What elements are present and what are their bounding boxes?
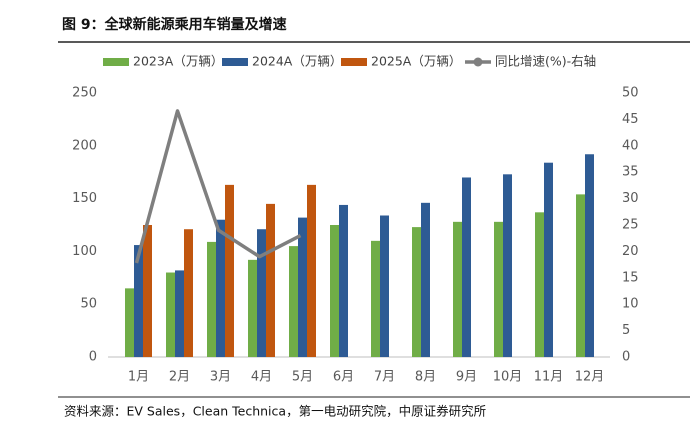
y-tick-label: 50 [80,297,97,312]
bar [453,221,462,357]
x-tick-label: 4月 [251,370,272,385]
legend-label: 2023A（万辆） [133,54,223,69]
y-tick-label: 250 [72,86,97,101]
y-tick-label: 100 [72,244,97,259]
bar [339,204,348,357]
bar [175,270,184,357]
y2-tick-label: 10 [622,297,639,312]
y2-tick-label: 30 [622,191,639,206]
bar [207,241,216,357]
x-tick-label: 6月 [333,370,354,385]
chart-title: 图 9：全球新能源乘用车销量及增速 [62,16,287,33]
x-tick-label: 3月 [210,370,231,385]
legend-label: 2025A（万辆） [371,54,461,69]
y2-tick-label: 5 [622,323,630,338]
y2-tick-label: 25 [622,218,639,233]
x-tick-label: 11月 [534,370,564,385]
bar [184,229,193,357]
legend-label: 2024A（万辆） [252,54,342,69]
x-tick-label: 5月 [292,370,313,385]
bar [298,217,307,357]
x-tick-label: 2月 [169,370,190,385]
y2-tick-label: 50 [622,86,639,101]
y2-tick-label: 35 [622,165,639,180]
y2-tick-label: 45 [622,112,639,127]
bar [257,229,266,357]
bar [421,202,430,357]
bar [330,225,339,357]
y2-tick-label: 20 [622,244,639,259]
y2-tick-label: 0 [622,350,630,365]
bar [134,245,143,357]
bar [371,240,380,357]
bar [462,177,471,357]
legend-label: 同比增速(%)-右轴 [495,54,596,69]
bar [143,225,152,357]
bar [503,174,512,357]
x-tick-label: 1月 [128,370,149,385]
bar [307,184,316,357]
legend-marker [473,57,483,67]
bar [412,227,421,357]
x-tick-label: 7月 [374,370,395,385]
legend-swatch [222,58,248,66]
y-tick-label: 150 [72,191,97,206]
x-tick-label: 10月 [493,370,523,385]
bar [380,215,389,357]
x-tick-label: 8月 [415,370,436,385]
bar [248,259,257,357]
bar [494,221,503,357]
y2-tick-label: 40 [622,138,639,153]
bar [225,184,234,357]
line [134,109,302,264]
y2-tick-label: 15 [622,270,639,285]
bar [266,203,275,357]
bar [585,154,594,357]
legend-swatch [103,58,129,66]
y-tick-label: 0 [89,350,97,365]
bar [544,162,553,357]
bar [216,219,225,357]
source: 资料来源：EV Sales，Clean Technica，第一电动研究院，中原证… [64,404,486,419]
bar [576,194,585,357]
bar [125,288,134,357]
bar [166,272,175,357]
x-tick-label: 12月 [575,370,605,385]
x-tick-label: 9月 [456,370,477,385]
legend-swatch [341,58,367,66]
y-tick-label: 200 [72,138,97,153]
bar [535,212,544,357]
bar [289,246,298,357]
